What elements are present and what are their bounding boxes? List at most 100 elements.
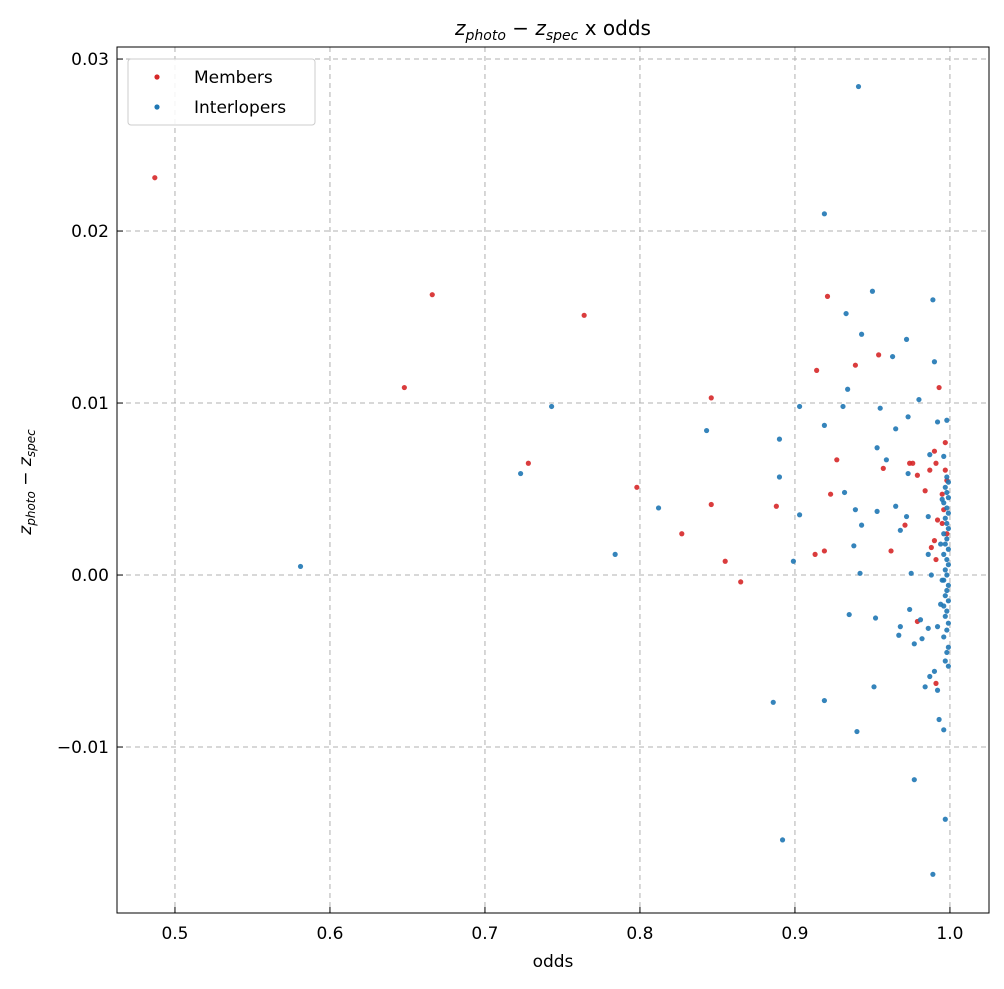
point-interlopers: [779, 837, 786, 843]
point-members: [922, 488, 928, 494]
point-members: [880, 465, 886, 471]
x-tick-label: 0.6: [316, 924, 343, 944]
point-interlopers: [821, 211, 827, 217]
point-interlopers: [945, 644, 951, 650]
point-members: [824, 293, 831, 299]
point-interlopers: [942, 484, 948, 490]
point-interlopers: [942, 567, 948, 573]
point-interlopers: [796, 512, 803, 518]
point-interlopers: [941, 531, 947, 537]
point-interlopers: [612, 551, 618, 557]
point-members: [852, 362, 858, 368]
point-interlopers: [930, 297, 936, 303]
point-interlopers: [911, 777, 917, 783]
point-interlopers: [942, 613, 948, 619]
point-interlopers: [936, 716, 942, 723]
point-interlopers: [851, 543, 857, 549]
point-members: [525, 460, 531, 466]
point-members: [773, 503, 779, 509]
point-interlopers: [869, 288, 876, 294]
point-members: [634, 484, 640, 490]
y-tick-label: 0.00: [71, 566, 109, 586]
point-interlopers: [944, 572, 950, 578]
point-members: [152, 175, 158, 181]
point-interlopers: [944, 587, 950, 594]
point-interlopers: [944, 608, 950, 614]
point-interlopers: [928, 572, 934, 578]
point-interlopers: [945, 525, 951, 532]
point-interlopers: [655, 505, 662, 511]
point-interlopers: [931, 668, 938, 674]
point-interlopers: [908, 570, 914, 576]
y-tick-label: 0.02: [71, 222, 109, 242]
point-members: [933, 556, 939, 563]
point-interlopers: [944, 649, 950, 656]
point-members: [936, 384, 942, 391]
point-members: [928, 544, 934, 551]
point-interlopers: [925, 551, 931, 557]
point-interlopers: [944, 474, 950, 480]
point-interlopers: [944, 627, 950, 633]
point-members: [401, 384, 407, 391]
x-tick-label: 0.9: [781, 924, 808, 944]
point-members: [934, 517, 941, 523]
point-interlopers: [841, 489, 848, 496]
point-members: [814, 367, 820, 373]
point-interlopers: [944, 505, 950, 511]
point-interlopers: [518, 470, 524, 477]
point-interlopers: [776, 436, 783, 442]
point-interlopers: [874, 445, 880, 451]
point-interlopers: [821, 697, 827, 704]
point-interlopers: [942, 816, 948, 822]
point-interlopers: [941, 551, 947, 557]
point-interlopers: [790, 558, 796, 564]
point-members: [931, 538, 938, 544]
point-interlopers: [944, 556, 950, 563]
point-interlopers: [297, 563, 304, 570]
point-members: [679, 531, 685, 537]
point-interlopers: [905, 470, 911, 477]
point-interlopers: [939, 577, 945, 583]
point-interlopers: [840, 403, 846, 410]
point-members: [429, 292, 435, 298]
point-members: [812, 551, 818, 557]
point-interlopers: [944, 520, 950, 527]
x-axis-label: odds: [533, 952, 574, 972]
point-interlopers: [905, 414, 911, 420]
point-members: [888, 548, 894, 554]
x-tick-label: 0.7: [471, 924, 498, 944]
point-interlopers: [871, 684, 877, 690]
legend-box: [127, 58, 316, 126]
point-interlopers: [938, 601, 944, 607]
point-interlopers: [846, 611, 852, 618]
plot-frame: [116, 46, 990, 914]
point-members: [738, 579, 744, 585]
point-interlopers: [857, 570, 863, 576]
point-interlopers: [893, 426, 899, 432]
point-members: [914, 472, 920, 478]
point-interlopers: [907, 606, 913, 613]
data-points: [152, 83, 951, 877]
point-members: [942, 467, 948, 473]
x-axis: 0.5 0.6 0.7 0.8 0.9 1.0: [161, 907, 963, 944]
point-interlopers: [889, 353, 896, 360]
point-interlopers: [897, 527, 903, 533]
point-interlopers: [925, 513, 931, 520]
point-members: [827, 491, 834, 497]
point-interlopers: [945, 479, 951, 485]
point-interlopers: [945, 510, 951, 516]
point-members: [834, 457, 840, 463]
point-members: [708, 395, 714, 401]
point-members: [939, 491, 945, 497]
point-interlopers: [938, 541, 944, 547]
y-tick-label: 0.03: [71, 50, 109, 70]
point-interlopers: [883, 457, 889, 463]
point-interlopers: [858, 331, 865, 337]
point-members: [933, 460, 939, 466]
point-interlopers: [931, 359, 938, 365]
point-interlopers: [903, 513, 910, 520]
point-interlopers: [944, 489, 950, 496]
y-tick-label: 0.01: [71, 394, 109, 414]
point-interlopers: [944, 417, 950, 423]
